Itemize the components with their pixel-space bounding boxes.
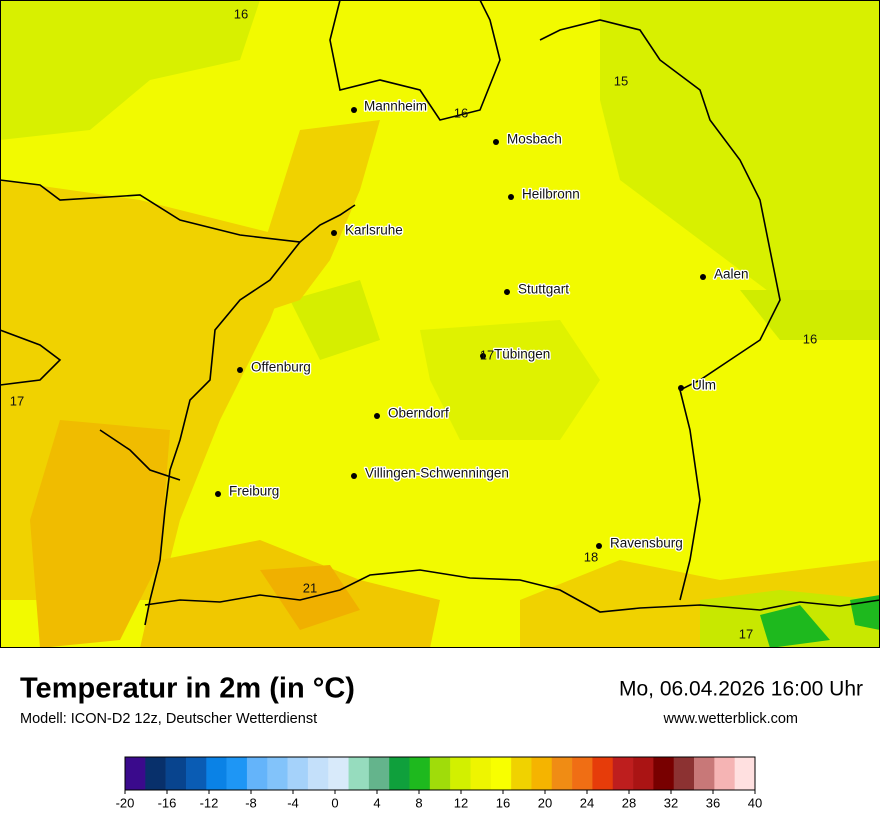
- city-label: Villingen-Schwenningen: [365, 466, 509, 481]
- tick-label: 28: [622, 795, 636, 810]
- color-cell: [450, 757, 471, 790]
- tick-label: 36: [706, 795, 720, 810]
- subtitle: Modell: ICON-D2 12z, Deutscher Wetterdie…: [20, 711, 317, 727]
- tick-label: 32: [664, 795, 678, 810]
- color-cell: [612, 757, 634, 790]
- tick-label: -12: [200, 795, 219, 810]
- city-dot: [351, 107, 357, 113]
- datetime: Mo, 06.04.2026 16:00 Uhr: [619, 678, 863, 701]
- temperature-label: 18: [584, 549, 598, 564]
- tick-label: -4: [287, 795, 299, 810]
- color-cell: [307, 757, 329, 790]
- city-dot: [374, 413, 380, 419]
- city-label: Stuttgart: [518, 282, 569, 297]
- city-label: Tübingen: [494, 347, 550, 362]
- city-label: Ravensburg: [610, 536, 683, 551]
- color-cell: [145, 757, 166, 790]
- tick-label: 40: [748, 795, 762, 810]
- city-dot: [351, 473, 357, 479]
- colorbar-frame: [124, 756, 756, 791]
- color-cell: [125, 757, 146, 790]
- map-field: [0, 0, 880, 648]
- color-cell: [531, 757, 553, 790]
- temperature-label: 17: [10, 393, 24, 408]
- city-label: Freiburg: [229, 484, 279, 499]
- color-cell: [633, 757, 654, 790]
- city-label: Offenburg: [251, 360, 311, 375]
- city-label: Aalen: [714, 267, 749, 282]
- color-cell: [226, 757, 248, 790]
- color-cell: [734, 757, 756, 790]
- city-dot: [331, 230, 337, 236]
- city-label: Mannheim: [364, 99, 427, 114]
- city-label: Mosbach: [507, 132, 562, 147]
- tick-label: 0: [331, 795, 338, 810]
- tick-label: -16: [158, 795, 177, 810]
- color-cell: [389, 757, 410, 790]
- tick-label: 4: [373, 795, 380, 810]
- city-dot: [504, 289, 510, 295]
- color-cell: [694, 757, 715, 790]
- website: www.wetterblick.com: [662, 711, 798, 727]
- city-label: Heilbronn: [522, 187, 580, 202]
- color-cell: [246, 757, 268, 790]
- color-cell: [470, 757, 492, 790]
- temperature-label: 21: [303, 580, 317, 595]
- color-cell: [673, 757, 695, 790]
- color-cell: [348, 757, 370, 790]
- temperature-label: 16: [454, 105, 468, 120]
- city-dot: [493, 139, 499, 145]
- color-cell: [490, 757, 512, 790]
- borders: [0, 0, 880, 626]
- tick-label: -20: [116, 795, 135, 810]
- temperature-label: 15: [614, 73, 628, 88]
- city-label: Ulm: [692, 378, 716, 393]
- city-dots: [215, 107, 706, 549]
- color-cell: [511, 757, 532, 790]
- color-cell: [185, 757, 207, 790]
- tick-label: 24: [580, 795, 594, 810]
- city-dot: [700, 274, 706, 280]
- color-cell: [409, 757, 431, 790]
- tick-label: -8: [245, 795, 257, 810]
- temperature-label: 16: [234, 6, 248, 21]
- color-cell: [368, 757, 390, 790]
- color-cell: [328, 757, 349, 790]
- color-cell: [267, 757, 288, 790]
- city-dot: [678, 385, 684, 391]
- city-dot: [215, 491, 221, 497]
- city-label: Karlsruhe: [345, 223, 403, 238]
- city-dot: [596, 543, 602, 549]
- color-cell: [551, 757, 573, 790]
- color-cell: [592, 757, 614, 790]
- colorbar: -20 -16 -12 -8 -4 0 4 8 12 16 20 24 28 32 36 40: [116, 756, 762, 810]
- color-cell: [429, 757, 451, 790]
- color-cell: [206, 757, 227, 790]
- temperature-labels: 16 15 16 16 17 17 21 18 17: [10, 6, 817, 641]
- tick-label: 20: [538, 795, 552, 810]
- city-layer: Mannheim Mosbach Heilbronn Karlsruhe Aal…: [228, 97, 750, 552]
- color-cell: [572, 757, 593, 790]
- city-dot: [237, 367, 243, 373]
- temperature-label: 17: [739, 626, 753, 641]
- tick-label: 8: [415, 795, 422, 810]
- color-cell: [287, 757, 309, 790]
- city-label: Oberndorf: [388, 406, 449, 421]
- city-dot: [508, 194, 514, 200]
- tick-label: 12: [454, 795, 468, 810]
- temperature-label: 17: [480, 347, 494, 362]
- color-cell: [653, 757, 675, 790]
- color-cell: [714, 757, 735, 790]
- temperature-label: 16: [803, 331, 817, 346]
- title: Temperatur in 2m (in °C): [20, 673, 355, 705]
- city-dot: [480, 353, 486, 359]
- color-cell: [165, 757, 187, 790]
- tick-label: 16: [496, 795, 510, 810]
